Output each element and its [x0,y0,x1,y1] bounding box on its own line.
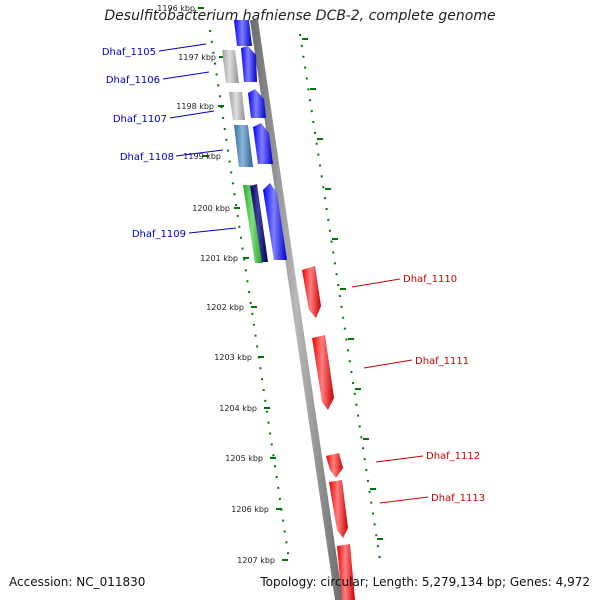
kbp-label: 1202 kbp [206,303,244,312]
inner-major-ticks [198,7,288,561]
gene-label[interactable]: Dhaf_1108 [120,152,174,163]
kbp-labels: 1196 kbp 1197 kbp 1198 kbp 1199 kbp 1200… [157,4,275,565]
gene-label[interactable]: Dhaf_1107 [113,114,167,125]
kbp-label: 1206 kbp [231,505,269,514]
forward-strand-genes [234,20,287,262]
gene-label[interactable]: Dhaf_1109 [132,229,186,240]
kbp-label: 1199 kbp [183,152,221,161]
gene-feature[interactable] [241,46,257,82]
gene-feature[interactable] [234,20,252,46]
kbp-label: 1198 kbp [176,102,214,111]
gene-label[interactable]: Dhaf_1110 [403,274,457,285]
gene-feature[interactable] [263,183,287,260]
right-leader-lines [351,278,429,504]
left-gene-labels: Dhaf_1105 Dhaf_1106 Dhaf_1107 Dhaf_1108 … [102,47,186,240]
inner-scale-line [209,29,290,561]
gene-feature[interactable] [329,480,348,538]
right-gene-labels: Dhaf_1110 Dhaf_1111 Dhaf_1112 Dhaf_1113 [403,274,485,504]
gene-feature[interactable] [243,185,263,263]
gene-feature[interactable] [326,453,343,478]
gene-feature[interactable] [248,89,266,118]
kbp-label: 1197 kbp [178,53,216,62]
kbp-label: 1203 kbp [214,353,252,362]
kbp-label: 1196 kbp [157,4,195,13]
gene-feature[interactable] [302,266,321,318]
genome-summary-text: Topology: circular; Length: 5,279,134 bp… [260,575,590,589]
kbp-label: 1200 kbp [192,204,230,213]
gene-feature[interactable] [250,184,268,262]
gene-label[interactable]: Dhaf_1106 [106,75,160,86]
gene-feature[interactable] [222,50,239,83]
gene-feature[interactable] [229,92,245,120]
reverse-strand-genes [222,50,263,263]
kbp-label: 1201 kbp [200,254,238,263]
kbp-label: 1207 kbp [237,556,275,565]
gene-label[interactable]: Dhaf_1111 [415,356,469,367]
genome-backbone [250,20,343,600]
accession-text: Accession: NC_011830 [9,575,146,589]
gene-feature[interactable] [337,544,355,600]
left-leader-lines [158,43,237,234]
kbp-label: 1205 kbp [225,454,263,463]
gene-feature[interactable] [253,123,273,164]
gene-label[interactable]: Dhaf_1105 [102,47,156,58]
map-title: Desulfitobacterium hafniense DCB-2, comp… [104,8,496,24]
gene-feature[interactable] [234,125,253,167]
gene-label[interactable]: Dhaf_1112 [426,451,480,462]
gene-label[interactable]: Dhaf_1113 [431,493,485,504]
outer-scale-line [299,33,381,561]
outer-major-ticks [302,38,383,540]
red-genes [302,266,355,600]
gene-feature[interactable] [312,335,334,410]
kbp-label: 1204 kbp [219,404,257,413]
